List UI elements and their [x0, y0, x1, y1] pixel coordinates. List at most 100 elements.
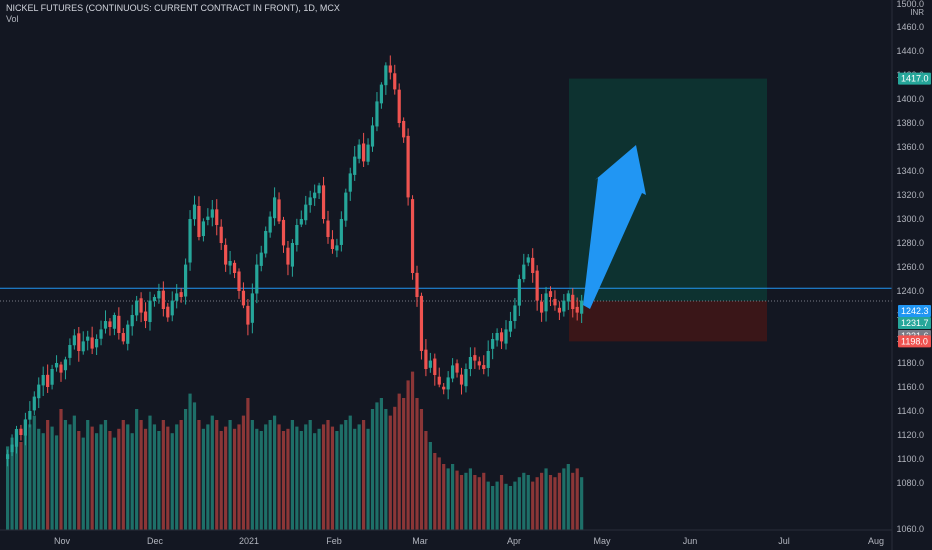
volume-bar	[250, 420, 254, 530]
volume-bar	[375, 402, 379, 530]
candle-body	[277, 199, 281, 222]
candle-body	[90, 337, 94, 349]
price-tick-label: 1440.0	[896, 46, 924, 56]
volume-bar	[575, 468, 579, 530]
volume-bar	[433, 453, 437, 530]
price-tick-label: 1100.0	[897, 454, 924, 464]
price-tick-label: 1120.0	[897, 430, 924, 440]
candle-body	[161, 290, 165, 309]
candle-body	[535, 270, 539, 301]
stop-loss-zone[interactable]	[569, 300, 767, 342]
price-tick-label: 1160.0	[897, 382, 924, 392]
volume-bar	[495, 481, 499, 530]
price-tick-label: 1500.0	[896, 0, 924, 9]
volume-bar	[273, 415, 277, 530]
candle-body	[286, 247, 290, 265]
volume-bar	[566, 464, 570, 530]
time-axis[interactable]: Nov Dec 2021 Feb Mar Apr May Jun Jul Aug	[0, 529, 892, 546]
candle-body	[304, 204, 308, 221]
price-tick-label: 1320.0	[896, 190, 924, 200]
candle-body	[437, 376, 441, 385]
candle-body	[81, 341, 85, 352]
volume-bar	[580, 477, 584, 530]
volume-bar	[295, 426, 299, 530]
price-tick-label: 1080.0	[896, 478, 924, 488]
volume-bar	[188, 393, 192, 530]
volume-bar	[184, 409, 188, 530]
candle-body	[375, 101, 379, 127]
candle-body	[130, 315, 134, 327]
volume-bar	[437, 457, 441, 530]
volume-bar	[117, 428, 121, 530]
volume-bar	[508, 486, 513, 530]
volume-bar	[50, 426, 54, 530]
volume-bar	[571, 472, 575, 530]
candle-body	[580, 300, 584, 314]
volume-indicator-label: Vol	[6, 14, 19, 24]
candle-body	[571, 294, 575, 309]
time-tick-label: Apr	[507, 536, 521, 546]
candle-body	[99, 329, 103, 339]
volume-bar	[286, 428, 290, 530]
candle-body	[179, 292, 183, 297]
volume-bar	[135, 409, 139, 530]
price-badge-label: 1417.0	[901, 74, 929, 84]
volume-bar	[317, 428, 321, 530]
volume-bar	[197, 420, 201, 530]
candle-body	[499, 332, 504, 342]
candle-body	[410, 199, 415, 273]
volume-bar	[95, 433, 99, 530]
volume-bar	[179, 420, 183, 530]
candle-body	[224, 244, 228, 265]
volume-bar	[540, 472, 544, 530]
candle-body	[402, 120, 406, 138]
volume-bar	[264, 424, 268, 530]
candle-body	[281, 219, 286, 246]
volume-bar	[228, 420, 232, 530]
volume-bar	[99, 424, 103, 530]
volume-bar	[299, 431, 303, 530]
volume-bar	[402, 398, 406, 530]
candle-body	[428, 360, 432, 368]
volume-bar	[41, 433, 45, 530]
candle-body	[517, 279, 521, 306]
candle-body	[232, 262, 237, 273]
volume-bar	[103, 420, 108, 530]
time-tick-label: Nov	[54, 536, 71, 546]
volume-bar	[126, 424, 130, 530]
time-tick-label: May	[593, 536, 611, 546]
volume-bar	[281, 431, 286, 530]
volume-bar	[175, 424, 179, 530]
volume-bar	[535, 477, 539, 530]
candle-body	[219, 226, 223, 243]
candle-body	[37, 384, 41, 399]
candle-body	[197, 205, 201, 237]
volume-bar	[557, 472, 561, 530]
candle-body	[192, 204, 197, 220]
trend-arrow	[583, 145, 646, 309]
volume-bar	[531, 481, 535, 530]
currency-unit-label: INR	[910, 8, 924, 17]
candle-body	[321, 185, 326, 219]
volume-bar	[388, 415, 392, 530]
candle-body	[210, 209, 214, 218]
time-tick-label: 2021	[239, 536, 259, 546]
candle-body	[473, 355, 477, 361]
candle-body	[468, 357, 472, 370]
price-badge: 1231.7	[898, 317, 931, 329]
volume-bar	[108, 431, 112, 530]
candle-body	[241, 290, 246, 306]
up-arrow-drawing[interactable]	[583, 145, 646, 309]
candle-body	[264, 231, 268, 254]
candle-body	[86, 336, 90, 341]
volume-bar	[255, 428, 259, 530]
candle-body	[477, 361, 481, 366]
volume-bar	[548, 475, 553, 530]
candle-body	[14, 429, 19, 447]
candle-body	[344, 192, 348, 221]
candle-body	[482, 365, 486, 369]
candle-body	[393, 73, 397, 90]
price-badge-label: 1231.7	[901, 318, 929, 328]
